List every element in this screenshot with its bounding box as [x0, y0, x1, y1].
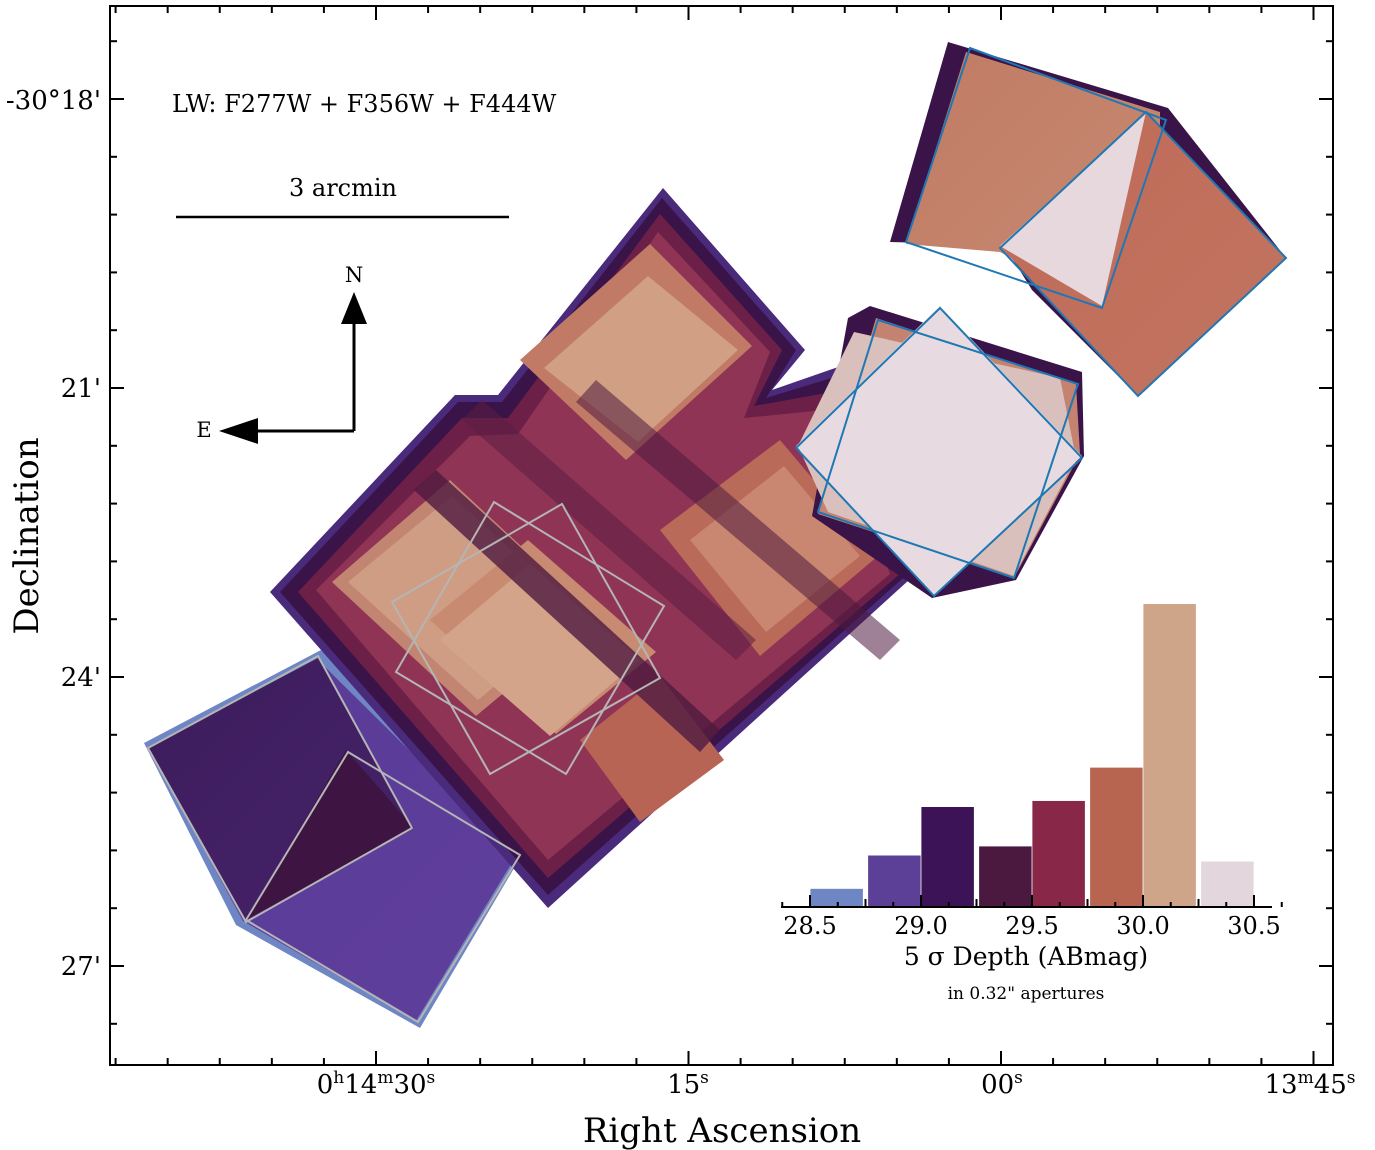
y-tick-label: 27': [61, 952, 101, 982]
gray-square-b: [390, 502, 662, 776]
histogram-bar: [868, 855, 921, 907]
x-tick-label-1: 15s: [667, 1068, 709, 1100]
histogram-tick-label: 30.5: [1227, 912, 1280, 940]
histogram-bar: [810, 888, 863, 907]
x-tick-label-2: 00s: [981, 1068, 1023, 1100]
histogram-bar: [979, 846, 1032, 907]
histogram-bar: [1143, 604, 1196, 907]
footprint-outlines: [146, 46, 1288, 1024]
north-arrow-icon: [341, 292, 367, 324]
blue-footprint-4: [794, 306, 1084, 598]
histogram-subtitle: in 0.32" apertures: [948, 984, 1105, 1004]
compass-east-label: E: [196, 418, 211, 442]
lower-left-pointing: [144, 650, 523, 1028]
coverage-mosaic: [144, 42, 1286, 1028]
axis-ticks: [110, 6, 1333, 1065]
depth-histogram: 28.5 29.0 29.5 30.0 30.5 5 σ Depth (ABmag) i…: [781, 604, 1283, 1004]
histogram-bars: [810, 604, 1254, 907]
east-arrow-icon: [219, 418, 258, 444]
histogram-bar: [1201, 861, 1254, 907]
y-tick-labels: -30°18' 21' 24' 27': [6, 86, 101, 982]
compass: N E: [196, 263, 367, 444]
y-tick-label: 21': [61, 374, 101, 404]
blue-footprint-2: [998, 110, 1288, 398]
central-mosaic: [270, 188, 920, 908]
plot-frame: [109, 5, 1334, 1066]
histogram-ticks: [781, 895, 1283, 907]
gray-footprint-1: [146, 654, 414, 924]
x-axis-label: Right Ascension: [583, 1111, 861, 1150]
upper-right-pointing: [890, 42, 1286, 396]
x-tick-label-0: 0h14m30s: [317, 1068, 436, 1100]
scale-bar-label: 3 arcmin: [289, 174, 397, 202]
y-tick-label: 24': [61, 663, 101, 693]
x-tick-label-3: 13m45s: [1264, 1068, 1355, 1100]
blue-footprint-1: [904, 46, 1168, 310]
x-tick-labels: 0h14m30s 15s 00s 13m45s: [317, 1068, 1356, 1100]
y-tick-label: -30°18': [6, 86, 101, 116]
histogram-bar: [921, 807, 974, 907]
filter-label: LW: F277W + F356W + F444W: [172, 90, 557, 118]
histogram-tick-label: 29.0: [894, 912, 947, 940]
histogram-tick-label: 29.5: [1005, 912, 1058, 940]
histogram-bar: [1090, 767, 1143, 907]
histogram-x-label: 5 σ Depth (ABmag): [904, 942, 1148, 971]
y-axis-label: Declination: [7, 437, 47, 634]
histogram-bar: [1032, 800, 1085, 907]
histogram-tick-labels: 28.5 29.0 29.5 30.0 30.5: [783, 912, 1280, 940]
compass-north-label: N: [345, 263, 363, 287]
scale-bar: 3 arcmin: [176, 174, 509, 219]
histogram-tick-label: 28.5: [783, 912, 836, 940]
gray-square-a: [394, 500, 666, 776]
blue-footprint-3: [816, 318, 1080, 580]
histogram-tick-label: 30.0: [1116, 912, 1169, 940]
gray-footprint-2: [244, 750, 522, 1024]
